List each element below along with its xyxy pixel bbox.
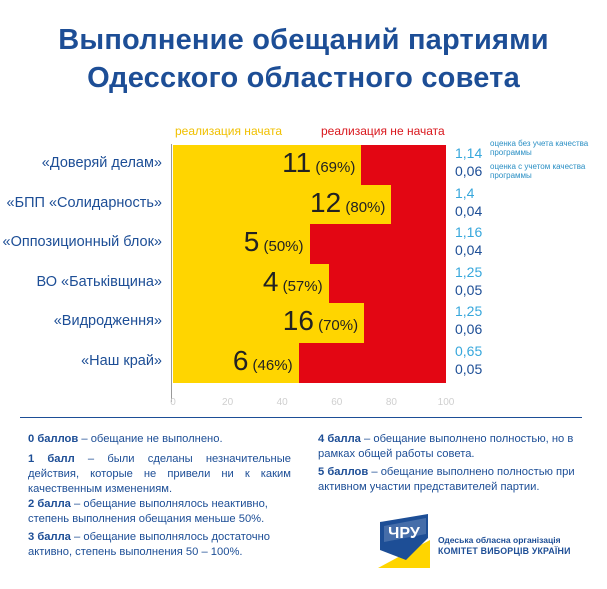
x-tick-label: 60 xyxy=(331,397,343,408)
x-tick-label: 20 xyxy=(222,397,234,408)
score-without-quality: 1,14 xyxy=(455,145,483,161)
scale-term: 0 баллов xyxy=(28,433,79,445)
scale-1: 1 балл – были сделаны незначительные дей… xyxy=(28,452,291,497)
bar-value-label: 16 (70%) xyxy=(283,305,358,337)
scale-3: 3 балла – обещание выполнялось достаточн… xyxy=(28,530,293,560)
cvu-logo: ЧРУ xyxy=(378,514,430,568)
scale-term: 2 балла xyxy=(28,498,71,510)
bar-value-label: 4 (57%) xyxy=(263,266,323,298)
x-tick-label: 100 xyxy=(437,397,455,408)
scale-text: – обещание выполнено полностью при актив… xyxy=(318,466,575,493)
score-without-quality: 0,65 xyxy=(455,343,483,359)
bar-started xyxy=(173,343,299,383)
organization-line2: КОМІТЕТ ВИБОРЦІВ УКРАЇНИ xyxy=(438,546,571,556)
scale-text: – обещание выполнено полностью, но в рам… xyxy=(318,433,574,460)
bar-count: 11 xyxy=(282,147,312,178)
score-with-quality: 0,06 xyxy=(455,321,483,338)
scale-4: 4 балла – обещание выполнено полностью, … xyxy=(318,432,588,462)
page-subtitle: Одесского областного совета xyxy=(87,62,520,94)
scale-2: 2 балла – обещание выполнялось неактивно… xyxy=(28,497,293,527)
note-without-quality: оценка без учета качества программы xyxy=(490,139,589,157)
bar-count: 6 xyxy=(232,345,249,376)
score-without-quality: 1,25 xyxy=(455,303,483,320)
bar-count: 16 xyxy=(282,305,314,337)
bar-percent: (46%) xyxy=(248,357,293,374)
y-axis-line xyxy=(171,144,172,402)
bar-not-started xyxy=(328,263,446,304)
category-label: «Оппозиционный блок» xyxy=(2,234,162,251)
score-without-quality: 1,4 xyxy=(455,184,475,201)
bar-started xyxy=(173,145,362,185)
legend-started: реализация начата xyxy=(175,124,283,138)
bar-value-label: 11 (69%) xyxy=(282,147,355,179)
scale-text: – обещание выполнялось достаточно активн… xyxy=(28,531,270,558)
score-with-quality: 0,05 xyxy=(455,281,483,298)
bar-not-started xyxy=(361,145,446,185)
bar-not-started xyxy=(309,224,446,265)
scale-5: 5 баллов – обещание выполнено полностью … xyxy=(318,465,588,495)
bar-count: 5 xyxy=(243,226,260,258)
scale-text: – обещание выполнялось неактивно, степен… xyxy=(28,498,268,525)
score-without-quality: 1,25 xyxy=(455,263,483,280)
bar-started xyxy=(173,263,329,304)
bar-percent: (57%) xyxy=(278,277,323,295)
score-with-quality: 0,04 xyxy=(455,202,483,219)
bar-percent: (50%) xyxy=(259,238,304,256)
scale-term: 5 баллов xyxy=(318,466,369,478)
category-label: «Наш край» xyxy=(81,353,162,369)
bar-percent: (80%) xyxy=(341,198,386,216)
bar-not-started xyxy=(391,184,446,225)
scale-text: – были сделаны незначительные действия, … xyxy=(28,453,291,495)
category-label: ВО «Батьківщина» xyxy=(36,273,162,290)
bar-not-started xyxy=(298,343,446,383)
bar-started xyxy=(173,184,392,225)
bar-count: 4 xyxy=(262,265,279,297)
scale-0: 0 баллов – обещание не выполнено. xyxy=(28,432,293,447)
x-tick-label: 0 xyxy=(170,397,176,408)
x-tick-label: 40 xyxy=(276,397,288,408)
organization-line1: Одеська обласна організація xyxy=(438,535,561,545)
bar-count: 12 xyxy=(310,186,342,218)
scale-text: – обещание не выполнено. xyxy=(78,433,223,445)
logo-text: ЧРУ xyxy=(388,525,421,542)
bar-value-label: 5 (50%) xyxy=(244,226,304,258)
score-with-quality: 0,06 xyxy=(455,163,483,179)
legend-not-started: реализация не начата xyxy=(321,124,445,138)
bar-percent: (70%) xyxy=(313,317,359,335)
page-title: Выполнение обещаний партиями xyxy=(58,24,549,56)
bar-value-label: 12 (80%) xyxy=(310,187,385,219)
category-label: «Видродження» xyxy=(53,313,162,330)
scale-term: 1 балл xyxy=(28,453,75,465)
score-without-quality: 1,16 xyxy=(455,224,483,241)
logo-blue-field xyxy=(380,514,428,560)
section-divider xyxy=(20,417,582,418)
scale-term: 4 балла xyxy=(318,433,361,445)
bar-percent: (69%) xyxy=(311,159,356,176)
score-with-quality: 0,05 xyxy=(455,361,483,377)
bar-value-label: 6 (46%) xyxy=(233,345,293,377)
bar-started xyxy=(173,224,310,265)
bar-started xyxy=(173,303,365,344)
category-label: «Доверяй делам» xyxy=(41,155,162,171)
scale-term: 3 балла xyxy=(28,531,71,543)
category-label: «БПП «Солидарность» xyxy=(6,194,162,211)
note-with-quality: оценка с учетом качества программы xyxy=(490,162,586,180)
score-with-quality: 0,04 xyxy=(455,242,483,259)
x-tick-label: 80 xyxy=(385,397,397,408)
bar-not-started xyxy=(364,303,446,344)
